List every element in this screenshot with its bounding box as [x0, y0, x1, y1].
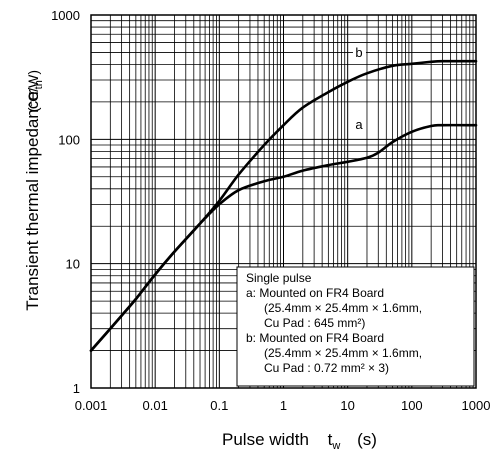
legend-line-6: Cu Pad : 0.72 mm² × 3)	[264, 361, 389, 375]
x-tick-label: 100	[401, 398, 423, 413]
y-axis-label: Transient thermal impedance	[23, 91, 42, 311]
x-tick-label: 0.1	[210, 398, 228, 413]
legend-line-1: a: Mounted on FR4 Board	[246, 286, 384, 300]
x-tick-label: 1	[280, 398, 287, 413]
legend-line-0: Single pulse	[246, 271, 312, 285]
x-axis-title: Pulse width tw (s)	[222, 430, 377, 453]
x-tick-labels: 0.001 0.01 0.1 1 10 100 1000	[75, 398, 491, 413]
x-tick-label: 0.01	[143, 398, 168, 413]
series-label-a: a	[355, 117, 363, 132]
legend-line-4: b: Mounted on FR4 Board	[246, 331, 384, 345]
y-tick-label: 1	[73, 381, 80, 396]
legend-line-3: Cu Pad : 645 mm²)	[264, 316, 365, 330]
y-tick-labels: 1 10 100 1000	[51, 8, 80, 396]
x-tick-label: 0.001	[75, 398, 108, 413]
y-tick-label: 1000	[51, 8, 80, 23]
series-label-b: b	[355, 45, 362, 60]
series-labels: ab	[352, 45, 366, 133]
y-axis-title: Transient thermal impedance	[23, 91, 42, 311]
x-axis-unit: (s)	[357, 430, 377, 449]
y-axis-symbol: r	[23, 89, 42, 95]
curves	[89, 59, 478, 352]
x-tick-label: 10	[340, 398, 354, 413]
plot-frame	[90, 14, 477, 389]
series-label-bg-a	[352, 118, 366, 133]
y-axis-unit: (°C/W)	[25, 70, 41, 112]
x-axis-label: Pulse width	[222, 430, 309, 449]
y-tick-label: 10	[66, 257, 80, 272]
y-axis-symbol-sub: th	[33, 80, 45, 89]
x-axis-symbol-sub: w	[331, 440, 340, 452]
y-tick-label: 100	[58, 132, 80, 147]
x-axis-symbol: t	[328, 430, 333, 449]
series-line-b	[89, 59, 478, 352]
y-axis-symbol-group: rth	[23, 80, 45, 95]
legend-box	[236, 266, 475, 387]
legend-line-5: (25.4mm × 25.4mm × 1.6mm,	[264, 346, 422, 360]
legend: Single pulse a: Mounted on FR4 Board (25…	[236, 266, 475, 387]
x-tick-label: 1000	[462, 398, 491, 413]
legend-line-2: (25.4mm × 25.4mm × 1.6mm,	[264, 301, 422, 315]
series-label-bg-b	[352, 45, 366, 60]
